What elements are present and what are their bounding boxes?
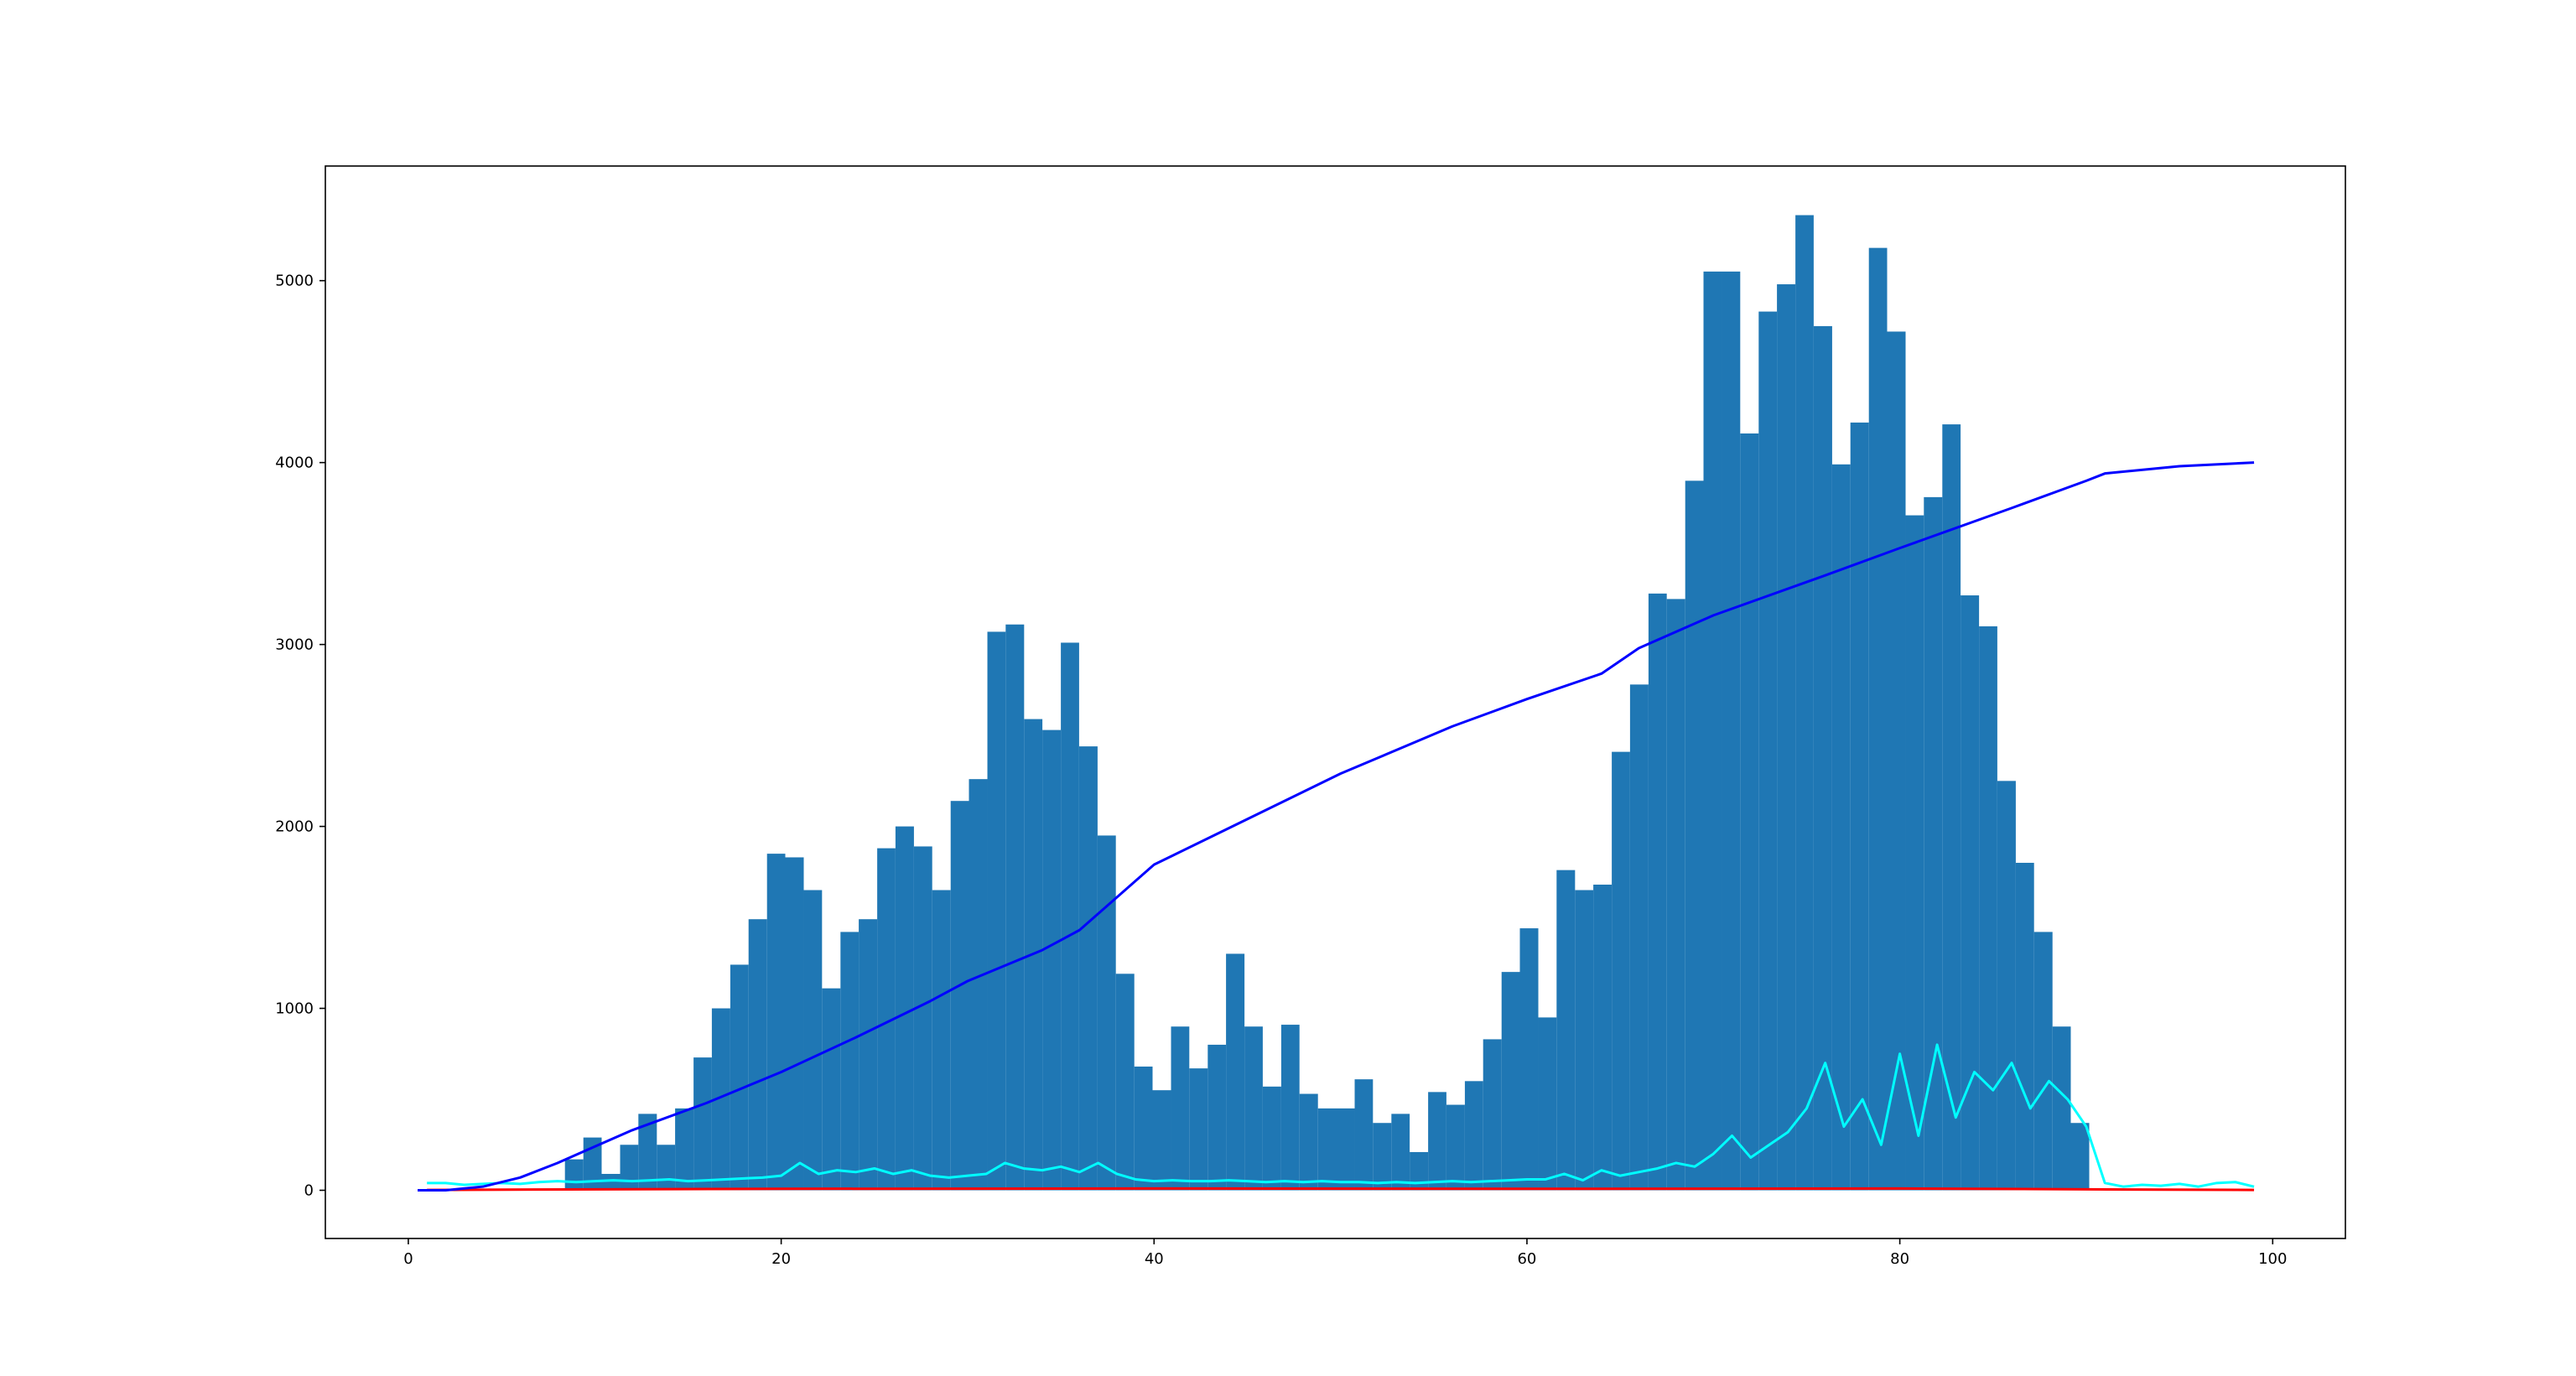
bar <box>1703 271 1722 1191</box>
bar <box>895 826 914 1191</box>
bar <box>950 801 969 1191</box>
x-tick-label: 100 <box>2258 1250 2287 1268</box>
bar <box>1464 1081 1483 1191</box>
axes-frame <box>325 165 2346 1239</box>
bar <box>2033 932 2053 1191</box>
x-tick-label: 40 <box>1145 1250 1164 1268</box>
bar <box>822 988 841 1191</box>
line <box>427 1043 2255 1188</box>
bar <box>803 890 823 1191</box>
bar <box>1997 781 2016 1191</box>
bar <box>1795 215 1814 1191</box>
x-tick-label: 80 <box>1890 1250 1909 1268</box>
bar <box>840 932 860 1191</box>
bar <box>1629 684 1649 1191</box>
bar <box>1428 1092 1446 1191</box>
bar <box>1648 593 1667 1191</box>
bar <box>1831 464 1851 1191</box>
bar <box>657 1145 676 1191</box>
bar <box>730 964 749 1191</box>
bar <box>1317 1108 1337 1191</box>
bar <box>1005 624 1025 1191</box>
bar <box>1262 1086 1281 1191</box>
bar <box>913 846 932 1191</box>
bar <box>1134 1066 1153 1191</box>
bar <box>1575 890 1594 1191</box>
bar <box>638 1114 657 1191</box>
bar <box>1189 1068 1208 1191</box>
bar <box>987 631 1006 1191</box>
bar <box>1612 751 1630 1191</box>
bar <box>1299 1093 1318 1191</box>
bar <box>1740 433 1759 1191</box>
bar <box>2070 1123 2090 1191</box>
bar <box>1722 271 1741 1191</box>
bar <box>1905 515 1924 1191</box>
bar <box>1446 1104 1465 1191</box>
bar <box>711 1008 730 1191</box>
x-tick-label: 0 <box>403 1250 413 1268</box>
bar <box>766 854 786 1191</box>
bar <box>1850 422 1869 1191</box>
bar <box>1887 331 1906 1191</box>
bar <box>1097 835 1116 1191</box>
bar <box>932 890 951 1191</box>
bar <box>1042 730 1062 1191</box>
bar <box>1813 325 1832 1191</box>
bar <box>1152 1090 1171 1191</box>
y-tick-label: 3000 <box>275 636 314 654</box>
bar <box>1226 953 1245 1191</box>
bar <box>785 857 804 1191</box>
bar <box>1501 972 1520 1191</box>
bar <box>1078 746 1098 1191</box>
bar <box>969 779 988 1191</box>
bar <box>1556 870 1576 1191</box>
bar <box>2015 862 2034 1191</box>
y-tick-label: 2000 <box>275 818 314 836</box>
bar <box>1942 424 1961 1191</box>
bar <box>1961 595 1980 1191</box>
bar <box>1373 1123 1392 1191</box>
bar <box>1410 1151 1429 1191</box>
bar <box>1244 1026 1263 1191</box>
bar <box>1777 284 1796 1191</box>
bar <box>1115 974 1135 1191</box>
bar <box>1280 1025 1300 1191</box>
bar <box>1685 480 1704 1191</box>
bar <box>675 1108 694 1191</box>
bar <box>693 1057 712 1191</box>
bar <box>1391 1114 1410 1191</box>
bar <box>1666 599 1685 1191</box>
y-tick-label: 4000 <box>275 454 314 472</box>
line <box>427 1186 2255 1192</box>
bar <box>1758 311 1778 1191</box>
bar <box>1061 642 1079 1191</box>
bar <box>877 848 896 1191</box>
bar <box>1979 626 1997 1191</box>
bar <box>1483 1039 1502 1191</box>
y-tick-label: 1000 <box>275 1000 314 1018</box>
bar <box>748 919 767 1191</box>
line <box>418 461 2255 1192</box>
bar <box>1519 928 1539 1191</box>
bar <box>1538 1017 1557 1191</box>
bar <box>859 919 878 1191</box>
y-tick-label: 5000 <box>275 273 314 290</box>
bar <box>1924 496 1943 1191</box>
bar <box>620 1145 639 1191</box>
bar <box>1208 1044 1227 1191</box>
bar <box>1171 1026 1190 1191</box>
x-tick-label: 20 <box>771 1250 791 1268</box>
bar <box>1593 885 1613 1191</box>
bar <box>1868 247 1888 1191</box>
bar <box>2052 1026 2071 1191</box>
bar <box>601 1173 621 1191</box>
bar <box>1354 1079 1374 1191</box>
y-tick-label: 0 <box>304 1182 314 1200</box>
x-tick-label: 60 <box>1517 1250 1536 1268</box>
bar <box>564 1159 584 1191</box>
bar <box>1336 1108 1355 1191</box>
